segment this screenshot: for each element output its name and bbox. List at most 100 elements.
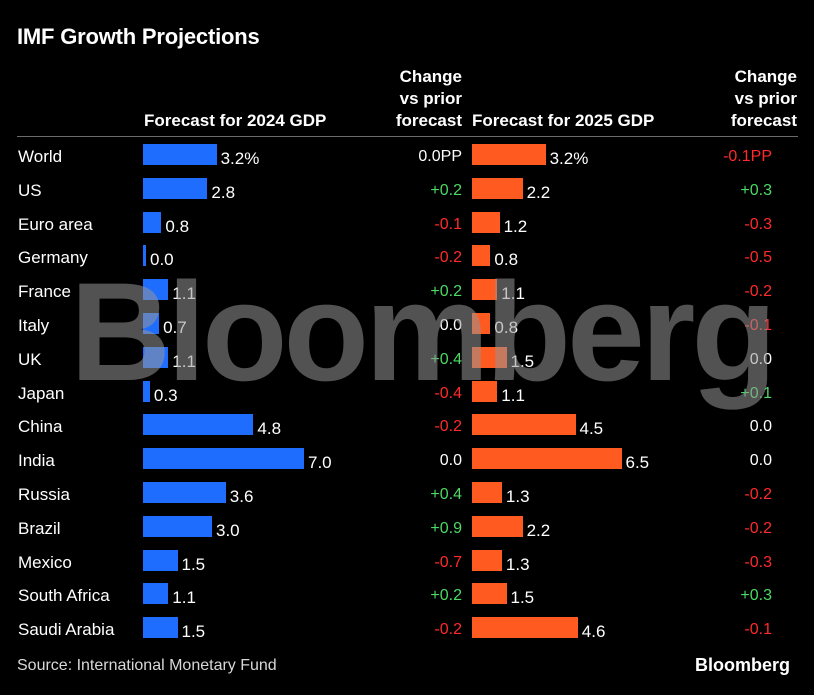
change-2025: -0.2 <box>744 283 772 301</box>
change-2025: -0.1PP <box>723 148 772 165</box>
value-label-2024: 3.6 <box>229 487 254 506</box>
change-2025: -0.1 <box>744 317 772 334</box>
bar-2024 <box>143 414 254 436</box>
table-row: Russia 3.6 +0.4 1.3 -0.2 <box>0 478 814 512</box>
table-row: US 2.8 +0.2 2.2 +0.3 <box>0 174 814 208</box>
header-change-2025-line1: Change <box>734 67 797 86</box>
table-row: Japan 0.3 -0.4 1.1 +0.1 <box>0 377 814 411</box>
value-label-2024: 0.7 <box>163 318 187 337</box>
bar-2024 <box>143 380 150 402</box>
bar-2025 <box>472 549 502 571</box>
country-label: India <box>18 451 55 471</box>
value-label-2025: 4.5 <box>579 419 604 439</box>
header-change-2025: Change vs prior forecast <box>697 66 797 132</box>
country-label: South Africa <box>18 586 110 606</box>
value-label-2025: 4.6 <box>581 622 606 642</box>
bar-2025 <box>472 414 576 436</box>
bar-2024 <box>143 482 226 503</box>
bar-2025 <box>472 211 500 233</box>
value-label-2025: 2.2 <box>526 520 551 540</box>
value-label-2025: 1.3 <box>505 487 530 506</box>
value-label-2024: 3.2% <box>220 149 260 168</box>
change-2025: -0.5 <box>744 249 772 267</box>
value-label-2025: 0.8 <box>494 318 519 337</box>
value-label-2024: 0.8 <box>165 216 190 236</box>
value-label-2024: 1.1 <box>172 588 196 608</box>
value-label-2024: 7.0 <box>308 453 332 473</box>
bar-2025 <box>472 583 507 605</box>
country-label: UK <box>18 349 42 369</box>
country-label: Brazil <box>18 518 61 538</box>
table-row: Italy 0.7 0.0 0.8 -0.1 <box>0 309 814 343</box>
country-label: Saudi Arabia <box>18 620 115 640</box>
value-label-2024: 4.8 <box>257 419 282 439</box>
value-label-2025: 1.1 <box>501 284 525 304</box>
table-row: Euro area 0.8 -0.1 1.2 -0.3 <box>0 208 814 242</box>
header-change-2024: Change vs prior forecast <box>362 66 462 132</box>
bar-2025 <box>472 346 507 368</box>
change-2025: -0.2 <box>744 486 772 503</box>
change-2025: 0.0 <box>749 418 772 436</box>
change-2024: 0.0PP <box>418 148 462 165</box>
bar-2024 <box>143 583 169 605</box>
value-label-2024: 1.5 <box>181 622 206 642</box>
bar-2025 <box>472 313 491 334</box>
header-change-2024-line1: Change <box>399 67 462 86</box>
value-label-2025: 2.2 <box>526 182 551 202</box>
chart-title: IMF Growth Projections <box>17 24 260 49</box>
bar-2025 <box>472 482 502 503</box>
bar-2025 <box>472 448 622 470</box>
header-change-2025-line3: forecast <box>730 111 797 130</box>
header-change-2024-line3: forecast <box>395 111 462 130</box>
change-2025: -0.3 <box>744 215 772 233</box>
value-label-2025: 1.5 <box>510 351 535 371</box>
bar-2025 <box>472 279 498 301</box>
country-label: Italy <box>18 316 50 335</box>
change-2024: -0.1 <box>434 215 462 233</box>
value-label-2025: 1.5 <box>510 588 535 608</box>
country-label: World <box>18 147 63 166</box>
country-label: Germany <box>18 248 88 268</box>
country-label: US <box>18 180 42 200</box>
change-2024: -0.2 <box>434 621 462 639</box>
table-row: South Africa 1.1 +0.2 1.5 +0.3 <box>0 579 814 613</box>
country-label: China <box>18 417 63 437</box>
bar-2024 <box>143 177 208 199</box>
source-note: Source: International Monetary Fund <box>17 657 277 674</box>
country-label: France <box>18 282 71 302</box>
change-2024: +0.9 <box>430 519 462 537</box>
change-2025: +0.1 <box>740 384 772 402</box>
change-2024: +0.4 <box>430 486 462 503</box>
value-label-2025: 0.8 <box>494 250 519 270</box>
change-2024: +0.4 <box>430 350 462 368</box>
change-2024: -0.7 <box>434 553 462 571</box>
table-row: UK 1.1 +0.4 1.5 0.0 <box>0 343 814 377</box>
bar-2024 <box>143 515 212 537</box>
bar-2024 <box>143 211 162 233</box>
change-2025: -0.2 <box>744 519 772 537</box>
change-2025: 0.0 <box>749 350 772 368</box>
change-2024: -0.4 <box>434 384 462 402</box>
value-label-2024: 1.5 <box>181 554 206 574</box>
change-2024: +0.2 <box>430 283 462 301</box>
country-label: Mexico <box>18 552 72 572</box>
change-2024: -0.2 <box>434 418 462 436</box>
header-forecast-2024: Forecast for 2024 GDP <box>144 111 327 130</box>
bar-2024 <box>143 549 178 571</box>
value-label-2025: 3.2% <box>549 149 589 168</box>
country-label: Russia <box>18 485 70 504</box>
change-2024: -0.2 <box>434 249 462 267</box>
value-label-2025: 6.5 <box>625 453 650 473</box>
table-row: Saudi Arabia 1.5 -0.2 4.6 -0.1 <box>0 613 814 647</box>
bar-2025 <box>472 515 523 537</box>
change-2024: +0.2 <box>430 181 462 199</box>
country-label: Euro area <box>18 214 93 234</box>
table-row: China 4.8 -0.2 4.5 0.0 <box>0 410 814 444</box>
bar-2025 <box>472 245 491 267</box>
value-label-2024: 3.0 <box>216 520 240 540</box>
bar-2024 <box>143 245 146 267</box>
bar-2024 <box>143 313 160 334</box>
change-2025: +0.3 <box>740 587 772 605</box>
change-2024: 0.0 <box>439 452 462 470</box>
change-2025: -0.1 <box>744 621 772 639</box>
